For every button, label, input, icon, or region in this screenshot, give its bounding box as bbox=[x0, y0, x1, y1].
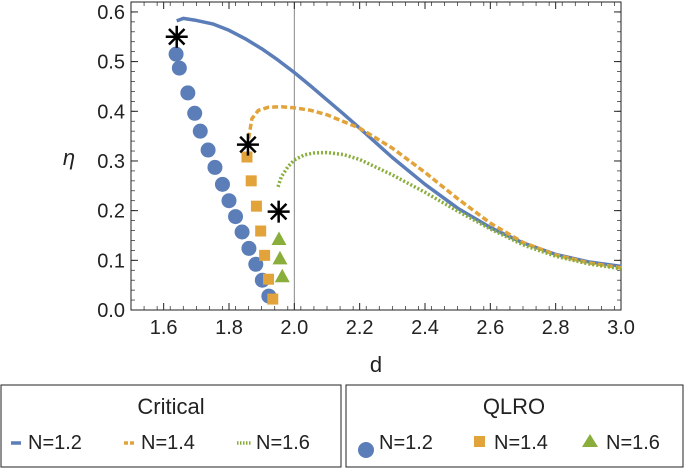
legend-qlro-swatch-n16 bbox=[582, 434, 598, 447]
x-tick-label: 2.6 bbox=[476, 317, 504, 339]
legend-qlro-label-n16: N=1.6 bbox=[606, 432, 660, 454]
qlro-point-square bbox=[259, 249, 271, 261]
y-tick-label: 0.5 bbox=[97, 52, 125, 74]
x-tick-label: 2.2 bbox=[346, 317, 374, 339]
y-tick-label: 0.1 bbox=[97, 250, 125, 272]
qlro-point-square bbox=[267, 293, 279, 305]
qlro-point-square bbox=[250, 200, 262, 212]
legend-qlro-swatch-n14 bbox=[474, 436, 485, 447]
qlro-point-square bbox=[255, 225, 267, 237]
legend-critical-title: Critical bbox=[137, 394, 204, 419]
qlro-point-square bbox=[245, 175, 257, 187]
legend-qlro-box bbox=[345, 384, 684, 468]
qlro-point-triangle bbox=[271, 231, 287, 245]
y-tick-label: 0.4 bbox=[97, 101, 125, 123]
qlro-point-triangle bbox=[272, 250, 288, 265]
plot-frame bbox=[130, 1, 622, 311]
qlro-point-circle bbox=[207, 159, 223, 175]
critical-line-14 bbox=[246, 105, 622, 270]
qlro-point-circle bbox=[241, 240, 257, 256]
qlro-point-circle bbox=[180, 85, 196, 101]
legend-critical: Critical N=1.2 N=1.4 N=1.6 bbox=[0, 384, 342, 468]
y-tick-label: 0.0 bbox=[97, 300, 125, 322]
y-tick-label: 0.2 bbox=[97, 201, 125, 223]
x-tick-label: 3.0 bbox=[607, 317, 635, 339]
qlro-point-circle bbox=[187, 105, 203, 121]
star-ray bbox=[269, 202, 288, 221]
x-tick-label: 2.4 bbox=[411, 317, 439, 339]
qlro-point-circle bbox=[168, 46, 184, 62]
legend-qlro-swatch-n12 bbox=[358, 442, 374, 458]
x-axis-label: d bbox=[370, 352, 382, 377]
legend-critical-label-n14: N=1.4 bbox=[141, 432, 195, 454]
qlro-point-circle bbox=[234, 224, 250, 240]
qlro-point-circle bbox=[171, 60, 187, 76]
critical-line-16 bbox=[276, 150, 622, 271]
legend-qlro-label-n14: N=1.4 bbox=[494, 432, 548, 454]
qlro-point-circle bbox=[221, 193, 237, 209]
y-tick-label: 0.3 bbox=[97, 151, 125, 173]
x-tick-label: 2.8 bbox=[542, 317, 570, 339]
qlro-point-circle bbox=[192, 123, 208, 139]
legend-qlro: QLRO N=1.2 N=1.4 N=1.6 bbox=[345, 384, 684, 468]
y-axis-label: η bbox=[63, 145, 75, 170]
star-ray bbox=[168, 28, 186, 46]
qlro-point-circle bbox=[214, 176, 230, 192]
qlro-point-square bbox=[263, 273, 275, 285]
star-marker bbox=[165, 25, 188, 48]
x-tick-label: 1.8 bbox=[215, 317, 243, 339]
star-marker bbox=[267, 200, 290, 223]
x-tick-label: 2.0 bbox=[280, 317, 308, 339]
legend-critical-label-n16: N=1.6 bbox=[256, 432, 310, 454]
legend-qlro-title: QLRO bbox=[483, 394, 545, 419]
qlro-point-circle bbox=[200, 142, 216, 158]
star-marker bbox=[236, 133, 259, 156]
star-ray bbox=[239, 135, 257, 154]
qlro-point-triangle bbox=[274, 268, 290, 283]
legend-critical-box bbox=[0, 384, 342, 468]
critical-line-12 bbox=[176, 16, 622, 269]
legend-qlro-label-n12: N=1.2 bbox=[379, 432, 433, 454]
qlro-point-circle bbox=[228, 209, 244, 225]
qlro-point-square bbox=[241, 151, 253, 163]
x-tick-label: 1.6 bbox=[150, 317, 178, 339]
y-tick-label: 0.6 bbox=[97, 2, 125, 24]
legend-critical-label-n12: N=1.2 bbox=[28, 432, 82, 454]
